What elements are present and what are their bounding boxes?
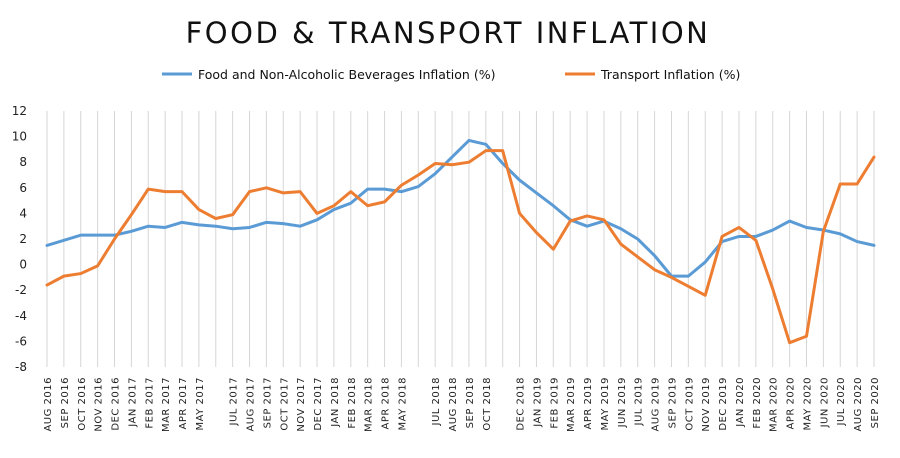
x-tick-label: APR 2017: [178, 377, 189, 429]
x-tick-label: MAY 2019: [600, 377, 611, 430]
x-tick-label: AUG 2020: [853, 377, 864, 432]
x-tick-label: AUG 2016: [43, 377, 54, 432]
x-tick-label: SEP 2017: [262, 377, 273, 428]
x-tick-label: JAN 2018: [330, 377, 341, 428]
y-tick-label: 0: [19, 258, 27, 272]
x-tick-label: MAR 2017: [161, 377, 172, 432]
x-tick-label: OCT 2019: [684, 377, 695, 431]
y-tick-label: 2: [19, 232, 27, 246]
x-tick-label: OCT 2017: [279, 377, 290, 431]
x-tick-label: AUG 2017: [246, 377, 257, 432]
x-tick-label: JUN 2020: [819, 377, 830, 428]
x-tick-label: MAY 2017: [195, 377, 206, 430]
x-tick-label: DEC 2018: [516, 377, 527, 431]
x-tick-label: JUL 2020: [836, 377, 847, 426]
x-tick-label: FEB 2018: [347, 377, 358, 429]
x-tick-label: SEP 2019: [667, 377, 678, 428]
x-tick-label: OCT 2016: [77, 377, 88, 431]
x-tick-label: JAN 2019: [532, 377, 543, 428]
x-tick-label: NOV 2019: [701, 377, 712, 432]
legend: Food and Non-Alcoholic Beverages Inflati…: [162, 67, 740, 82]
x-tick-label: JUL 2019: [634, 377, 645, 426]
y-tick-label: 4: [19, 206, 27, 220]
food-inflation-line: [45, 138, 876, 278]
x-tick-label: AUG 2019: [651, 377, 662, 432]
y-tick-label: -2: [15, 283, 27, 297]
chart-title: FOOD & TRANSPORT INFLATION: [186, 16, 711, 50]
x-tick-label: SEP 2018: [465, 377, 476, 428]
x-tick-label: JUN 2019: [617, 377, 628, 428]
y-tick-label: -8: [15, 360, 27, 374]
x-tick-label: JUL 2017: [229, 377, 240, 426]
x-tick-label: JAN 2020: [735, 377, 746, 428]
x-tick-label: APR 2020: [786, 377, 797, 429]
y-tick-label: -6: [15, 334, 27, 348]
x-tick-label: APR 2018: [381, 377, 392, 429]
y-tick-label: 10: [12, 130, 27, 144]
series-lines: [45, 138, 876, 345]
x-tick-label: FEB 2020: [752, 377, 763, 429]
y-tick-label: 8: [19, 155, 27, 169]
x-tick-label: SEP 2016: [60, 377, 71, 428]
legend-label-transport: Transport Inflation (%): [600, 67, 740, 82]
x-tick-label: DEC 2017: [313, 377, 324, 431]
x-tick-label: FEB 2019: [549, 377, 560, 429]
y-tick-label: -4: [15, 309, 27, 323]
x-tick-label: DEC 2019: [718, 377, 729, 431]
transport-inflation-line: [45, 149, 876, 345]
x-tick-label: APR 2019: [583, 377, 594, 429]
y-axis-tick-labels: 12 10 8 6 4 2 0 -2 -4 -6 -8: [12, 104, 27, 374]
y-tick-label: 12: [12, 104, 27, 118]
x-tick-label: NOV 2017: [296, 377, 307, 432]
x-tick-label: FEB 2017: [144, 377, 155, 429]
x-tick-label: JUL 2018: [431, 377, 442, 426]
x-tick-label: MAY 2020: [802, 377, 813, 430]
vertical-gridlines: [46, 111, 875, 367]
x-tick-label: JAN 2017: [127, 377, 138, 428]
legend-label-food: Food and Non-Alcoholic Beverages Inflati…: [198, 67, 495, 82]
x-tick-label: MAR 2019: [566, 377, 577, 432]
x-tick-label: OCT 2018: [482, 377, 493, 431]
x-tick-label: MAR 2020: [769, 377, 780, 432]
x-tick-label: AUG 2018: [448, 377, 459, 432]
x-axis-tick-labels: AUG 2016 SEP 2016 OCT 2016 NOV 2016 DEC 2016…: [43, 377, 881, 432]
x-tick-label: DEC 2016: [111, 377, 122, 431]
x-tick-label: SEP 2020: [870, 377, 881, 428]
x-tick-label: MAR 2018: [364, 377, 375, 432]
y-tick-label: 6: [19, 181, 27, 195]
x-tick-label: NOV 2016: [94, 377, 105, 432]
x-tick-label: MAY 2018: [397, 377, 408, 430]
